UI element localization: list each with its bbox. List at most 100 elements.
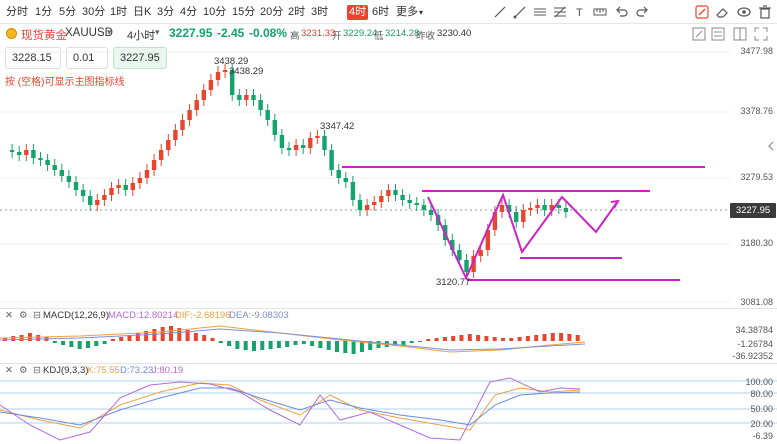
candle-body <box>308 138 313 148</box>
symbol-dropdown-icon[interactable]: ▾ <box>107 27 112 37</box>
candle-body <box>315 136 320 138</box>
tf-3min[interactable]: 3分 <box>157 6 175 18</box>
macd-histogram-bar <box>69 341 74 347</box>
macd-pane <box>0 325 586 354</box>
line-tool-icon[interactable] <box>492 4 508 20</box>
candle-body <box>528 208 533 210</box>
redo-icon[interactable] <box>634 4 650 20</box>
candle-body <box>187 110 192 120</box>
d-value: D:73.23 <box>120 365 154 376</box>
macd-histogram-bar <box>418 341 422 342</box>
close-icon[interactable]: ✕ <box>5 365 13 376</box>
settings-icon[interactable]: ⚙ <box>19 310 28 321</box>
candle-body <box>237 95 242 100</box>
parallel-channel-icon[interactable] <box>532 4 548 20</box>
tf-5min[interactable]: 5分 <box>59 6 77 18</box>
tf-30min[interactable]: 30分 <box>82 6 106 18</box>
macd-histogram-bar <box>451 336 456 341</box>
text-tool-icon[interactable]: T <box>572 4 588 20</box>
macd-histogram-bar <box>534 335 539 341</box>
candle-body <box>66 176 72 182</box>
erase-icon[interactable] <box>714 4 730 20</box>
candle-body <box>215 72 221 80</box>
k-value: K:75.55 <box>87 365 120 376</box>
close-icon[interactable]: ✕ <box>5 310 13 321</box>
kdj-axis-label: 50.00 <box>750 404 773 414</box>
expand-icon[interactable]: ⊟ <box>33 310 41 321</box>
kdj-axis-label: 100.00 <box>745 377 773 387</box>
candle-body <box>485 230 490 250</box>
macd-histogram-bar <box>301 341 306 344</box>
macd-histogram-bar <box>260 341 265 350</box>
macd-histogram-bar <box>193 333 198 341</box>
tf-3h[interactable]: 3时 <box>311 6 329 18</box>
kdj-axis-label: 20.00 <box>750 419 773 429</box>
ray-tool-icon[interactable] <box>512 4 528 20</box>
macd-histogram-bar <box>185 330 190 341</box>
macd-histogram-bar <box>177 328 182 341</box>
indicator-settings-icon[interactable] <box>711 27 725 41</box>
tf-1h[interactable]: 1时 <box>110 6 128 18</box>
tf-4min[interactable]: 4分 <box>180 6 198 18</box>
settings-icon[interactable]: ⚙ <box>19 365 28 376</box>
candle-body <box>80 190 86 196</box>
tf-20min[interactable]: 20分 <box>260 6 284 18</box>
compare-icon[interactable] <box>692 27 706 41</box>
period-dropdown-icon[interactable]: ▾ <box>155 27 160 37</box>
high-value: 3231.33 <box>301 28 336 39</box>
low-label: 低 <box>374 31 384 42</box>
candle-body <box>109 188 114 195</box>
price-axis-label: 3378.76 <box>740 106 773 116</box>
pane-divider <box>0 363 777 364</box>
macd-histogram-bar <box>476 335 481 341</box>
tf-2h[interactable]: 2时 <box>288 6 306 18</box>
candle-body <box>258 100 263 110</box>
macd-histogram-bar <box>102 341 107 344</box>
candle-body <box>194 100 199 110</box>
tf-more[interactable]: 更多▾ <box>396 5 423 20</box>
tf-10min[interactable]: 10分 <box>203 6 227 18</box>
fib-retracement-icon[interactable] <box>552 4 568 20</box>
candle-body <box>350 182 356 200</box>
tf-6h[interactable]: 6时 <box>372 6 390 18</box>
collapse-panel-icon[interactable] <box>766 140 776 152</box>
draw-mode-icon[interactable] <box>694 4 710 20</box>
layout-icon[interactable] <box>733 27 747 41</box>
tf-4h[interactable]: 4时 <box>347 5 369 20</box>
candle-body <box>244 95 249 100</box>
candle-body <box>208 80 214 90</box>
candle-body <box>293 145 299 150</box>
candle-body <box>265 110 270 120</box>
fullscreen-icon[interactable] <box>754 27 768 41</box>
macd-histogram-bar <box>525 336 530 341</box>
tf-15min[interactable]: 15分 <box>232 6 256 18</box>
candle-body <box>59 170 64 176</box>
candle-body <box>45 160 50 165</box>
macd-histogram-bar <box>442 337 447 341</box>
measure-icon[interactable] <box>592 4 608 20</box>
candle-body <box>130 183 135 190</box>
last-price: 3227.95 <box>169 26 213 40</box>
candle-body <box>159 150 164 160</box>
tf-fenshi[interactable]: 分时 <box>6 6 28 18</box>
market-name[interactable]: 现货黄金 <box>21 30 67 42</box>
tf-1min[interactable]: 1分 <box>35 6 53 18</box>
undo-icon[interactable] <box>614 4 630 20</box>
candle-body <box>386 190 391 196</box>
delete-icon[interactable] <box>757 4 773 20</box>
candle-body <box>343 178 348 182</box>
tf-daily[interactable]: 日K <box>133 6 152 18</box>
expand-icon[interactable]: ⊟ <box>33 365 41 376</box>
macd-axis-label: 34.38784 <box>735 325 773 335</box>
trendline-drawings <box>342 166 705 281</box>
macd-histogram-bar <box>351 341 356 354</box>
candle-body <box>478 250 483 256</box>
indicator-hint: 按 (空格)可显示主图指标线 <box>5 77 125 88</box>
visibility-icon[interactable] <box>736 4 752 20</box>
symbol-code[interactable]: XAUUSD <box>65 27 113 39</box>
candlestick-series <box>9 64 569 278</box>
candle-body <box>521 210 526 222</box>
candle-body <box>535 205 540 208</box>
period-label[interactable]: 4小时 <box>127 30 156 42</box>
